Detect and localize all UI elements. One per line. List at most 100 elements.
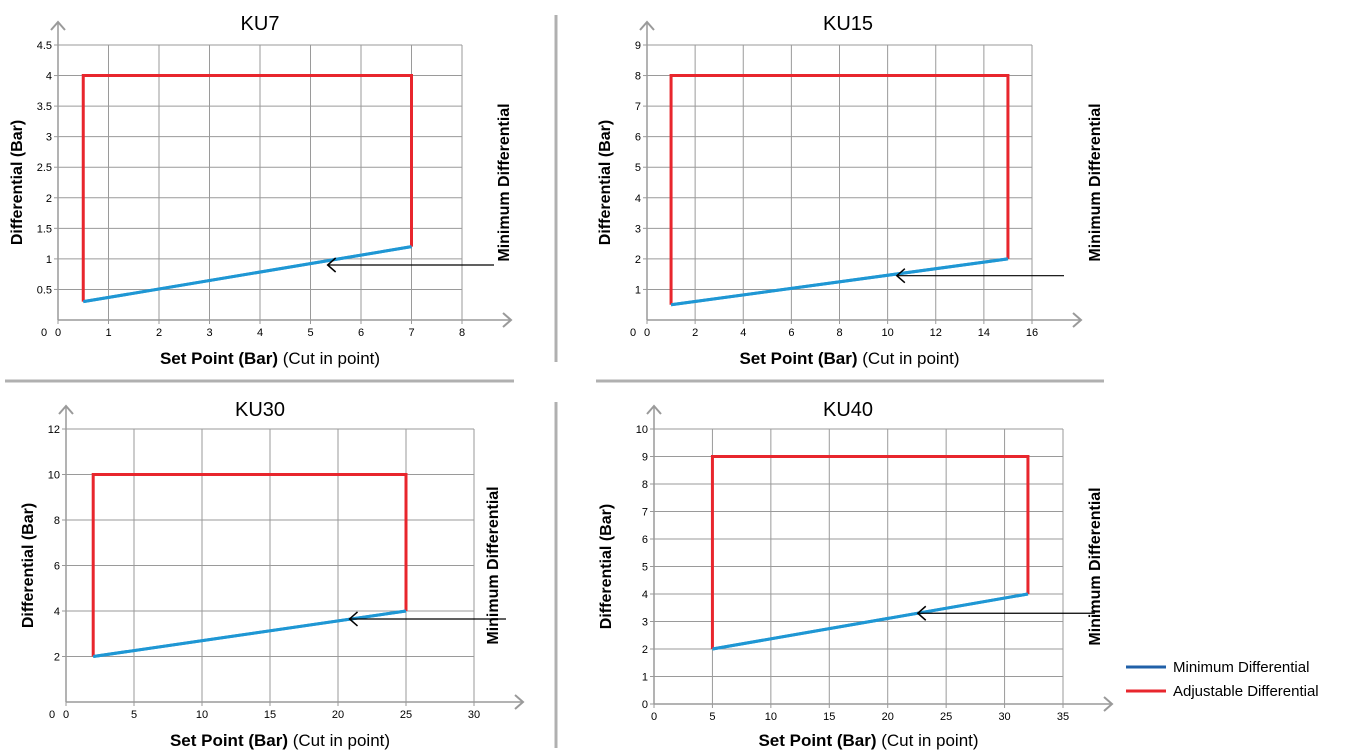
right-axis-label: Minimum Differential: [485, 486, 502, 644]
x-tick-label: 12: [930, 327, 942, 339]
x-axis-arrowhead: [502, 312, 513, 328]
y-tick-label: 10: [636, 424, 648, 436]
x-tick-label: 0: [644, 327, 650, 339]
y-tick-label: 6: [642, 534, 648, 546]
y-axis-arrowhead: [50, 20, 66, 31]
y-tick-label: 7: [642, 507, 648, 519]
y-tick-label: 1: [635, 284, 641, 296]
x-tick-label: 6: [358, 327, 364, 339]
annotation-arrowhead: [895, 268, 906, 284]
x-axis-label: Set Point (Bar) (Cut in point): [170, 731, 390, 750]
x-tick-label: 15: [264, 709, 276, 721]
annotation-arrowhead: [916, 605, 927, 621]
y-tick-label: 2: [54, 652, 60, 664]
x-tick-label: 20: [332, 709, 344, 721]
y-tick-label: 6: [54, 561, 60, 573]
x-axis-arrowhead: [514, 694, 525, 710]
y-tick-label: 2: [642, 644, 648, 656]
x-axis-label: Set Point (Bar) (Cut in point): [739, 349, 959, 368]
series-minimum-differential-overlay: [83, 245, 412, 304]
x-tick-label: 25: [940, 711, 952, 723]
y-tick-label: 0: [642, 699, 648, 711]
y-tick-label: 4: [46, 71, 52, 83]
y-tick-label: 8: [54, 515, 60, 527]
y-tick-label: 5: [642, 562, 648, 574]
x-tick-label: 4: [257, 327, 263, 339]
x-tick-label: 8: [836, 327, 842, 339]
y-tick-label: 1: [46, 254, 52, 266]
y-tick-label: 8: [635, 71, 641, 83]
x-tick-label: 2: [692, 327, 698, 339]
x-tick-label: 30: [468, 709, 480, 721]
x-tick-label: 35: [1057, 711, 1069, 723]
x-tick-label: 6: [788, 327, 794, 339]
series-adjustable-differential: [91, 473, 408, 657]
chart-ku15: 0 2 4 6 8 10 12 14 160123456789KU15Differential …: [597, 13, 1104, 368]
series-adjustable-differential: [669, 74, 1010, 305]
legend-label-minimum-differential: Minimum Differential: [1173, 659, 1309, 676]
x-axis-label: Set Point (Bar) (Cut in point): [758, 731, 978, 750]
x-tick-label: 0: [651, 711, 657, 723]
legend-label-adjustable-differential: Adjustable Differential: [1173, 683, 1319, 700]
y-tick-label: 9: [635, 40, 641, 52]
chart-title: KU7: [241, 13, 280, 35]
x-tick-label: 2: [156, 327, 162, 339]
x-tick-label: 15: [823, 711, 835, 723]
series-minimum-differential-overlay: [92, 609, 407, 658]
y-axis-arrowhead: [639, 20, 655, 31]
x-tick-label: 10: [765, 711, 777, 723]
x-tick-label: 4: [740, 327, 746, 339]
y-tick-label: 5: [635, 162, 641, 174]
x-tick-label: 10: [196, 709, 208, 721]
x-tick-label: 5: [307, 327, 313, 339]
y-tick-label: 10: [48, 470, 60, 482]
x-tick-label: 0: [630, 327, 636, 339]
x-axis-arrowhead: [1072, 312, 1083, 328]
y-axis-label: Differential (Bar): [597, 120, 614, 245]
x-tick-label: 3: [206, 327, 212, 339]
y-tick-label: 2: [46, 193, 52, 205]
chart-title: KU40: [823, 399, 873, 421]
y-axis-label: Differential (Bar): [9, 120, 26, 245]
y-tick-label: 2.5: [37, 162, 52, 174]
x-tick-label: 8: [459, 327, 465, 339]
x-tick-label: 5: [709, 711, 715, 723]
y-tick-label: 3: [635, 223, 641, 235]
y-tick-label: 2: [635, 254, 641, 266]
x-axis-label: Set Point (Bar) (Cut in point): [160, 349, 380, 368]
y-tick-label: 1: [642, 672, 648, 684]
y-tick-label: 0.5: [37, 284, 52, 296]
x-axis-arrowhead: [1103, 696, 1114, 712]
chart-title: KU15: [823, 13, 873, 35]
x-tick-label: 16: [1026, 327, 1038, 339]
y-tick-label: 4: [635, 193, 641, 205]
x-tick-label: 30: [998, 711, 1010, 723]
y-axis-label: Differential (Bar): [598, 504, 615, 629]
y-tick-label: 3.5: [37, 101, 52, 113]
y-tick-label: 3: [46, 132, 52, 144]
x-tick-label: 1: [105, 327, 111, 339]
right-axis-label: Minimum Differential: [1087, 103, 1104, 261]
y-tick-label: 12: [48, 424, 60, 436]
x-tick-label: 20: [882, 711, 894, 723]
series-minimum-differential-overlay: [712, 592, 1029, 651]
annotation-arrowhead: [326, 257, 337, 273]
y-tick-label: 8: [642, 479, 648, 491]
y-tick-label: 7: [635, 101, 641, 113]
y-tick-label: 4: [642, 589, 648, 601]
right-axis-label: Minimum Differential: [1087, 487, 1104, 645]
right-axis-label: Minimum Differential: [496, 103, 513, 261]
series-adjustable-differential: [81, 74, 413, 302]
y-tick-label: 4: [54, 606, 60, 618]
y-tick-label: 9: [642, 452, 648, 464]
series-adjustable-differential: [710, 455, 1030, 649]
y-tick-label: 3: [642, 617, 648, 629]
y-axis-arrowhead: [646, 404, 662, 415]
x-tick-label: 0: [49, 709, 55, 721]
x-tick-label: 10: [882, 327, 894, 339]
y-axis-arrowhead: [58, 404, 74, 415]
y-tick-label: 6: [635, 132, 641, 144]
y-tick-label: 4.5: [37, 40, 52, 52]
x-tick-label: 0: [41, 327, 47, 339]
